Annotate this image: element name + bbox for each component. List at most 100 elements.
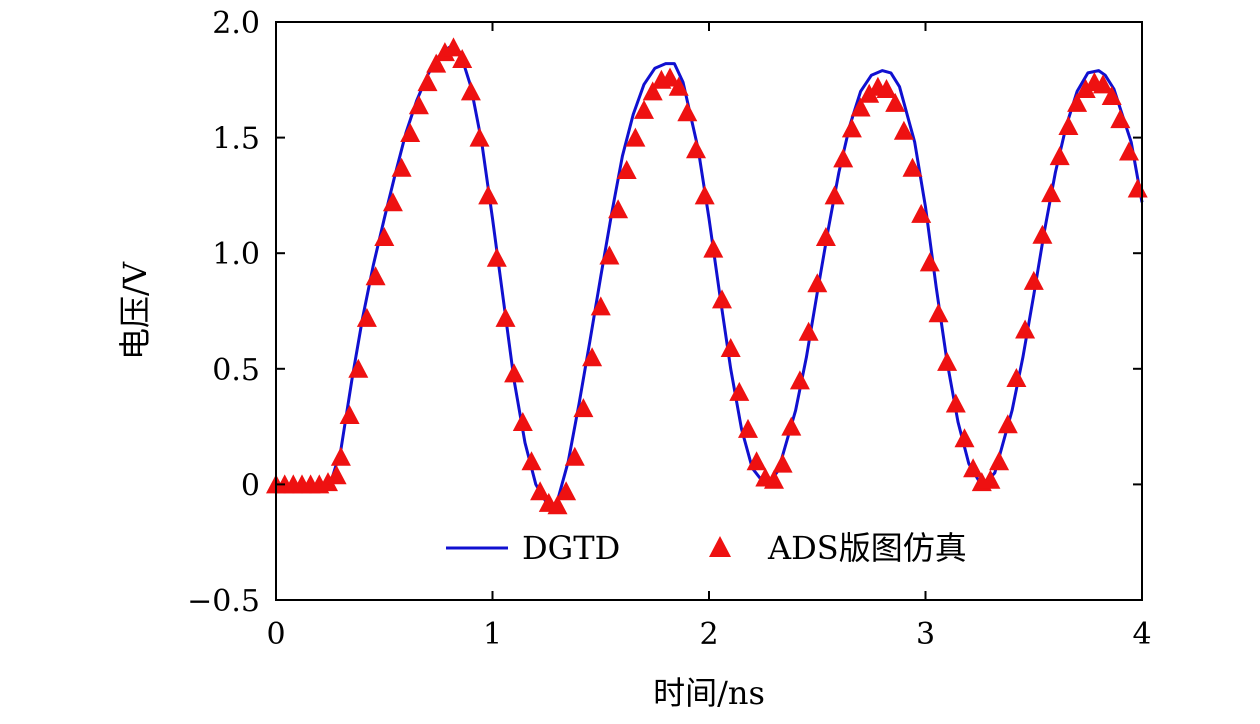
ads-marker-point <box>391 157 412 177</box>
ads-marker-point <box>893 120 914 140</box>
ads-marker-point <box>417 72 438 92</box>
ads-marker-point <box>1041 183 1062 203</box>
ads-marker-point <box>625 127 646 147</box>
y-tick-label: −0.5 <box>187 584 260 619</box>
ads-marker-point <box>382 192 403 212</box>
x-tick-label: 2 <box>699 617 718 652</box>
ads-marker-point <box>590 296 611 316</box>
ads-marker-point <box>504 363 525 383</box>
legend-label-dgtd: DGTD <box>522 529 620 567</box>
ads-marker-point <box>521 451 542 471</box>
ads-marker-point <box>564 446 585 466</box>
ads-marker-point <box>694 185 715 205</box>
y-tick-label: 0.5 <box>212 353 260 388</box>
ads-marker-point <box>1023 270 1044 290</box>
ads-marker-point <box>573 398 594 418</box>
ads-marker-point <box>989 451 1010 471</box>
ads-marker-point <box>1127 178 1148 198</box>
ads-marker-point <box>841 118 862 138</box>
ads-marker-point <box>738 418 758 438</box>
ads-marker-point <box>426 53 447 73</box>
ads-marker-point <box>348 358 369 378</box>
ads-marker-point <box>1032 224 1053 244</box>
ads-marker-point <box>326 465 347 485</box>
ads-marker-point <box>1067 92 1088 112</box>
ads-marker-point <box>374 227 395 246</box>
ads-marker-point <box>512 412 533 431</box>
ads-marker-point <box>1119 141 1139 161</box>
ads-marker-point <box>616 160 637 179</box>
ads-marker-point <box>1075 79 1096 98</box>
ads-marker-point <box>686 139 706 159</box>
series-line-dgtd <box>276 45 1144 507</box>
ads-marker-point <box>798 321 819 341</box>
y-tick-label: 1.5 <box>212 122 260 157</box>
x-axis-label: 时间/ns <box>653 674 765 712</box>
ads-marker-point <box>1015 319 1036 339</box>
ads-marker-point <box>720 338 741 357</box>
ads-marker-point <box>400 123 421 142</box>
ads-marker-point <box>729 381 750 401</box>
ads-marker-point <box>885 92 906 112</box>
ads-marker-point <box>677 102 698 122</box>
ads-marker-point <box>556 481 577 501</box>
ads-marker-point <box>443 37 464 57</box>
ads-marker-point <box>478 185 499 205</box>
legend-swatch-ads <box>709 536 731 557</box>
ads-marker-point <box>937 351 958 371</box>
ads-marker-point <box>460 81 481 101</box>
ads-marker-point <box>850 97 871 117</box>
ads-marker-point <box>530 481 551 501</box>
ads-marker-point <box>919 252 940 272</box>
ads-marker-point <box>356 307 377 327</box>
ads-marker-point <box>452 49 473 68</box>
ads-marker-point <box>660 67 680 87</box>
ads-marker-point <box>807 273 828 293</box>
ads-marker-point <box>1110 109 1131 129</box>
ads-marker-point <box>582 347 603 367</box>
x-tick-label: 3 <box>916 617 935 652</box>
ads-marker-point <box>824 185 845 205</box>
x-tick-label: 1 <box>483 617 502 652</box>
plot-frame <box>275 21 1143 601</box>
ads-marker-point <box>330 446 351 466</box>
legend-label-ads: ADS版图仿真 <box>767 529 967 567</box>
ads-marker-point <box>408 95 429 115</box>
ads-marker-point <box>859 83 880 103</box>
ads-marker-point <box>547 495 568 515</box>
y-tick-label: 0 <box>241 468 260 503</box>
ads-marker-point <box>703 238 724 258</box>
ads-marker-point <box>469 127 490 147</box>
y-axis-label: 电压/V <box>116 261 154 360</box>
ads-marker-point <box>815 227 836 246</box>
y-tick-label: 1.0 <box>212 237 260 272</box>
ads-marker-point <box>980 469 1001 489</box>
ads-marker-point <box>764 469 784 489</box>
ads-marker-point <box>608 199 629 219</box>
ads-marker-point <box>642 81 663 101</box>
ads-marker-point <box>781 416 802 436</box>
ads-marker-point <box>746 451 767 471</box>
ads-marker-point <box>789 370 810 390</box>
ads-marker-point <box>712 289 732 309</box>
ads-marker-point <box>634 99 654 119</box>
ads-marker-point <box>1093 74 1113 94</box>
ads-marker-point <box>668 76 689 96</box>
ads-marker-point <box>1049 146 1070 166</box>
axis-ticks: 0 1 2 3 4−0.500.51.01.52.0 <box>187 6 1151 652</box>
ads-marker-point <box>954 428 975 448</box>
ads-marker-point <box>902 157 923 177</box>
y-tick-label: 2.0 <box>212 6 260 41</box>
ads-marker-point <box>997 414 1018 434</box>
ads-marker-point <box>1101 86 1122 105</box>
ads-marker-point <box>833 148 854 168</box>
data-marks <box>266 37 1148 515</box>
ads-marker-point <box>1006 368 1027 387</box>
ads-marker-point <box>495 307 516 327</box>
ads-marker-point <box>876 79 897 98</box>
ads-marker-point <box>963 458 984 478</box>
ads-marker-point <box>772 453 793 473</box>
ads-marker-point <box>911 203 932 223</box>
ads-marker-point <box>1058 116 1079 135</box>
